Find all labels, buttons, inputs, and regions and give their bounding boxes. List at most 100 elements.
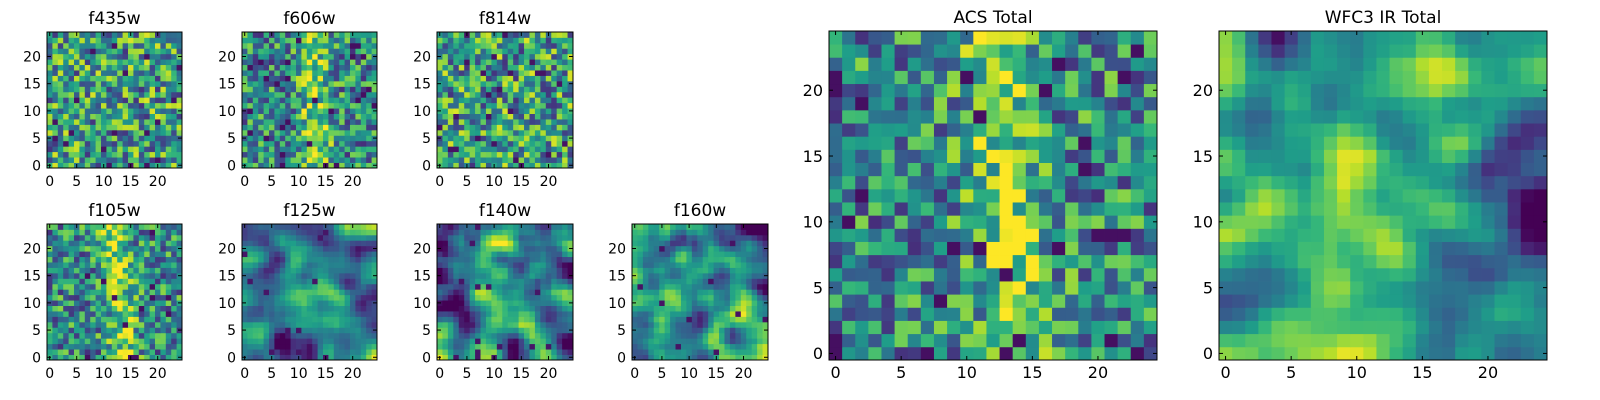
heatmap-cell [63,70,69,76]
heatmap-cell [328,294,335,301]
heatmap-cell [133,311,140,317]
heatmap-cell [920,294,935,308]
heatmap-cell [556,113,563,120]
heatmap-cell [680,316,687,323]
heatmap-cell [524,311,530,317]
heatmap-cell [306,332,313,339]
heatmap-cell [729,300,736,306]
heatmap-cell [279,294,286,301]
heatmap-cell [524,272,530,279]
heatmap-cell [762,305,769,312]
heatmap-cell [328,146,335,153]
heatmap-cell [691,354,698,361]
heatmap-cell [540,86,547,93]
heatmap-cell [366,86,372,93]
heatmap-cell [111,272,118,279]
heatmap-cell [128,80,134,87]
heatmap-cell [551,42,558,49]
heatmap-cell [301,354,308,361]
heatmap-cell [360,300,367,306]
heatmap-cell [1038,281,1053,295]
heatmap-cell [556,53,563,60]
heatmap-cell [269,300,275,306]
heatmap-cell [350,316,356,323]
heatmap-cell [518,245,525,252]
heatmap-cell [502,283,509,290]
heatmap-cell [529,124,536,131]
heatmap-cell [258,289,264,296]
heatmap-cell [894,267,909,282]
heatmap-cell [855,267,869,282]
heatmap-cell [507,119,514,125]
heatmap-cell [317,245,324,252]
heatmap-cell [491,343,498,350]
heatmap-cell [68,113,75,120]
heatmap-cell [176,151,183,158]
heatmap-cell [323,229,329,236]
heatmap-cell [540,37,547,44]
heatmap-cell [355,80,362,87]
heatmap-cell [323,267,329,274]
heatmap-cell [149,119,156,125]
heatmap-cell [328,224,335,230]
heatmap-cell [52,311,59,317]
heatmap-cell [762,256,769,263]
heatmap-cell [74,278,80,285]
x-tick-label: 15 [512,174,530,190]
heatmap-cell [171,59,177,66]
heatmap-cell [47,37,53,44]
x-tick-label: 15 [317,174,335,190]
heatmap-cell [47,256,53,263]
heatmap-cell [447,240,454,247]
heatmap-cell [252,240,259,247]
heatmap-cell [63,229,69,236]
heatmap-cell [513,32,519,38]
heatmap-cell [973,333,987,348]
heatmap-cell [333,278,340,285]
heatmap-cell [339,311,345,317]
heatmap-cell [1143,294,1158,308]
heatmap-cell [247,162,254,169]
heatmap-cell [84,283,91,290]
heatmap-cell [999,188,1014,203]
heatmap-cell [160,86,167,93]
heatmap-cell [453,86,460,93]
heatmap-cell [719,267,725,274]
heatmap-cell [306,97,313,104]
heatmap-cell [149,129,156,136]
heatmap-cell [306,119,313,125]
heatmap-cell [529,59,536,66]
heatmap-cell [545,80,552,87]
heatmap-cell [1012,188,1027,203]
heatmap-cell [366,135,372,142]
heatmap-cell [664,332,671,339]
heatmap-cell [1038,333,1053,348]
heatmap-cell [301,321,308,328]
heatmap-cell [290,48,297,55]
heatmap-cell [279,86,286,93]
heatmap-cell [122,240,129,247]
heatmap-cell [371,332,378,339]
heatmap-cell [111,229,118,236]
heatmap-cell [247,300,254,306]
heatmap-cell [447,224,454,230]
heatmap-cell [323,338,329,345]
heatmap-cell [551,140,558,147]
heatmap-cell [111,64,118,71]
heatmap-cell [702,278,709,285]
heatmap-cell [551,162,558,169]
x-tick-label: 0 [240,366,249,382]
heatmap-cell [269,124,275,131]
heatmap-cell [355,354,362,361]
heatmap-cell [133,37,140,44]
heatmap-cell [360,311,367,317]
heatmap-cell [894,294,909,308]
heatmap-cell [1052,175,1066,190]
heatmap-cell [242,102,248,109]
heatmap-cell [632,349,638,355]
heatmap-cell [675,229,682,236]
heatmap-cell [290,37,297,44]
heatmap-cell [453,140,460,147]
heatmap-cell [366,48,372,55]
heatmap-cell [306,113,313,120]
